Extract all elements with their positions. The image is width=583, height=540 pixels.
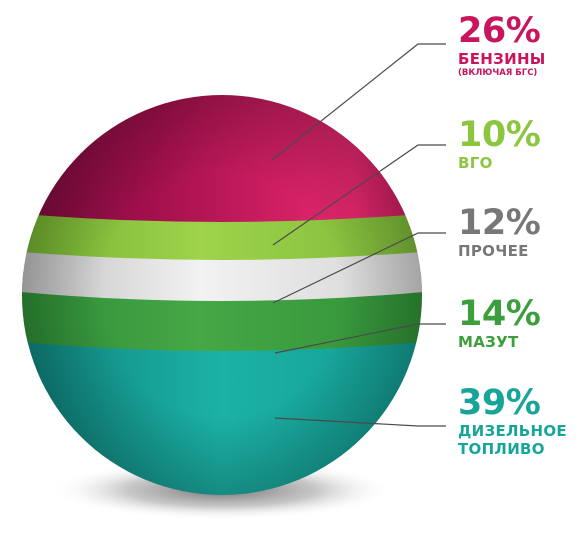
category-note: (ВКЛЮЧАЯ БГС)	[458, 68, 538, 78]
category-label: БЕНЗИНЫ	[458, 50, 546, 68]
sphere-edge-shade	[22, 95, 422, 495]
label-mazut: 14% МАЗУТ	[458, 294, 541, 351]
category-label: ПРОЧЕЕ	[458, 242, 529, 260]
leader-line-benziny	[271, 43, 446, 161]
label-benziny: 26% БЕНЗИНЫ (ВКЛЮЧАЯ БГС)	[458, 14, 546, 78]
category-label: ТОПЛИВО	[458, 440, 545, 458]
value-label: 10%	[458, 115, 541, 155]
leader-line-prochee	[272, 232, 446, 304]
leader-line-mazut	[274, 323, 446, 354]
label-vgo: 10% ВГО	[458, 115, 541, 172]
category-label: ДИЗЕЛЬНОЕ	[458, 422, 567, 440]
value-label: 12%	[458, 203, 541, 243]
leader-line-dizelnoe-toplivo	[274, 417, 446, 427]
label-prochee: 12% ПРОЧЕЕ	[458, 203, 541, 260]
category-label: МАЗУТ	[458, 333, 519, 351]
value-label: 26%	[458, 11, 541, 51]
value-label: 39%	[458, 383, 541, 423]
category-label: ВГО	[458, 154, 493, 172]
label-dizelnoe-toplivo: 39% ДИЗЕЛЬНОЕ ТОПЛИВО	[458, 386, 567, 457]
leader-line-vgo	[272, 144, 446, 246]
value-label: 14%	[458, 294, 541, 334]
